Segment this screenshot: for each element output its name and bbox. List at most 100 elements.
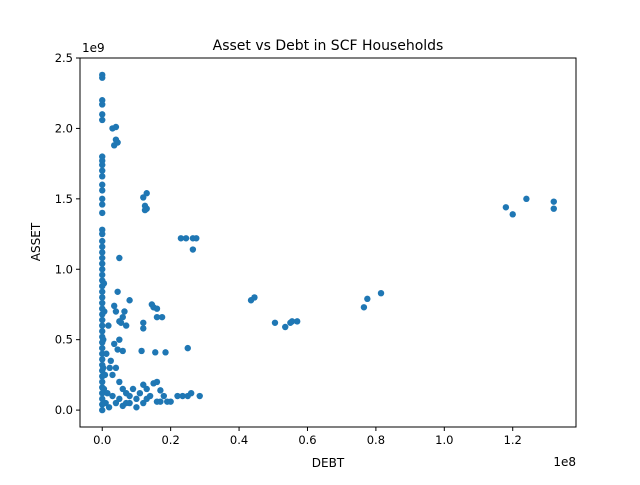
- plot-frame: [79, 57, 577, 428]
- data-point: [502, 204, 510, 211]
- data-point: [99, 249, 106, 256]
- data-point: [126, 297, 133, 304]
- data-point: [99, 316, 106, 324]
- data-point: [550, 205, 557, 212]
- data-point: [104, 390, 111, 397]
- data-point: [112, 123, 120, 131]
- data-point: [99, 195, 106, 203]
- y-tick-label: 0.5: [55, 333, 73, 347]
- data-point: [160, 392, 168, 400]
- data-point: [251, 294, 258, 301]
- data-point: [174, 392, 181, 400]
- y-tick-label: 2.0: [55, 121, 73, 135]
- data-point: [99, 395, 106, 403]
- data-point: [140, 325, 147, 332]
- y-tick-label: 1.5: [55, 192, 73, 206]
- y-axis-scale-label: 1e9: [82, 41, 105, 55]
- chart-title: Asset vs Debt in SCF Households: [213, 38, 444, 54]
- data-point: [189, 246, 197, 253]
- data-point: [143, 395, 150, 403]
- data-point: [271, 319, 279, 326]
- data-point: [116, 254, 123, 262]
- data-point: [100, 364, 107, 372]
- data-point: [136, 390, 144, 397]
- data-point: [184, 344, 191, 352]
- data-point: [294, 318, 301, 325]
- data-point: [99, 201, 106, 208]
- data-point: [121, 308, 128, 315]
- data-point: [140, 319, 147, 326]
- data-point: [153, 378, 161, 386]
- data-point: [99, 173, 106, 180]
- data-point: [99, 116, 106, 124]
- data-point: [99, 288, 106, 295]
- data-point: [153, 313, 161, 321]
- data-point: [112, 364, 120, 372]
- y-axis-ticks: 0.0 0.5 1.0 1.5 2.0 2.5: [55, 51, 80, 417]
- x-axis-scale-label: 1e8: [553, 455, 576, 469]
- data-point: [141, 206, 149, 214]
- data-point: [360, 304, 368, 311]
- data-point: [99, 161, 106, 169]
- data-point: [105, 404, 113, 411]
- data-point: [182, 235, 190, 242]
- data-point: [193, 235, 200, 242]
- data-point: [143, 190, 150, 197]
- data-point: [282, 323, 289, 331]
- data-point: [99, 299, 106, 307]
- data-point: [119, 313, 126, 321]
- x-tick-label: 0.6: [298, 433, 316, 447]
- x-axis-ticks: 0.0 0.2 0.4 0.6 0.8 1.0 1.2: [93, 427, 522, 447]
- data-point: [157, 387, 164, 394]
- data-point: [114, 288, 121, 295]
- data-point: [167, 398, 174, 405]
- data-point: [99, 187, 106, 194]
- data-point: [111, 302, 118, 310]
- data-point: [99, 167, 106, 174]
- data-point: [117, 319, 125, 326]
- y-tick-label: 0.0: [55, 403, 73, 417]
- x-tick-label: 0.4: [230, 433, 248, 447]
- data-point: [126, 399, 133, 407]
- data-point: [100, 385, 108, 393]
- data-point: [126, 392, 133, 400]
- data-point: [99, 230, 106, 238]
- data-point: [103, 350, 110, 357]
- data-point: [99, 271, 106, 279]
- data-point: [152, 349, 159, 356]
- x-tick-label: 1.2: [504, 433, 522, 447]
- data-point: [116, 378, 123, 386]
- data-point: [179, 392, 186, 400]
- data-point: [99, 260, 106, 267]
- data-point: [288, 318, 296, 325]
- data-point: [99, 111, 106, 118]
- data-point: [143, 385, 150, 393]
- data-point: [99, 406, 106, 414]
- data-point: [99, 243, 106, 250]
- data-point: [99, 322, 106, 329]
- data-point: [105, 322, 112, 329]
- data-point: [111, 340, 118, 348]
- data-point: [122, 322, 130, 329]
- y-tick-label: 2.5: [55, 51, 73, 65]
- x-tick-label: 1.0: [435, 433, 453, 447]
- data-point: [100, 280, 108, 287]
- y-axis-label: ASSET: [29, 222, 43, 261]
- data-point: [112, 308, 120, 315]
- data-point: [99, 209, 106, 217]
- points-layer: [99, 71, 557, 414]
- data-point: [109, 392, 116, 400]
- x-tick-label: 0.8: [367, 433, 385, 447]
- data-point: [133, 404, 140, 411]
- data-point: [187, 390, 195, 397]
- data-point: [177, 235, 185, 242]
- data-point: [158, 313, 166, 321]
- data-point: [99, 328, 106, 335]
- x-tick-label: 0.2: [161, 433, 179, 447]
- data-point: [101, 371, 109, 379]
- data-point: [99, 266, 106, 273]
- data-point: [138, 347, 145, 355]
- data-point: [99, 74, 106, 81]
